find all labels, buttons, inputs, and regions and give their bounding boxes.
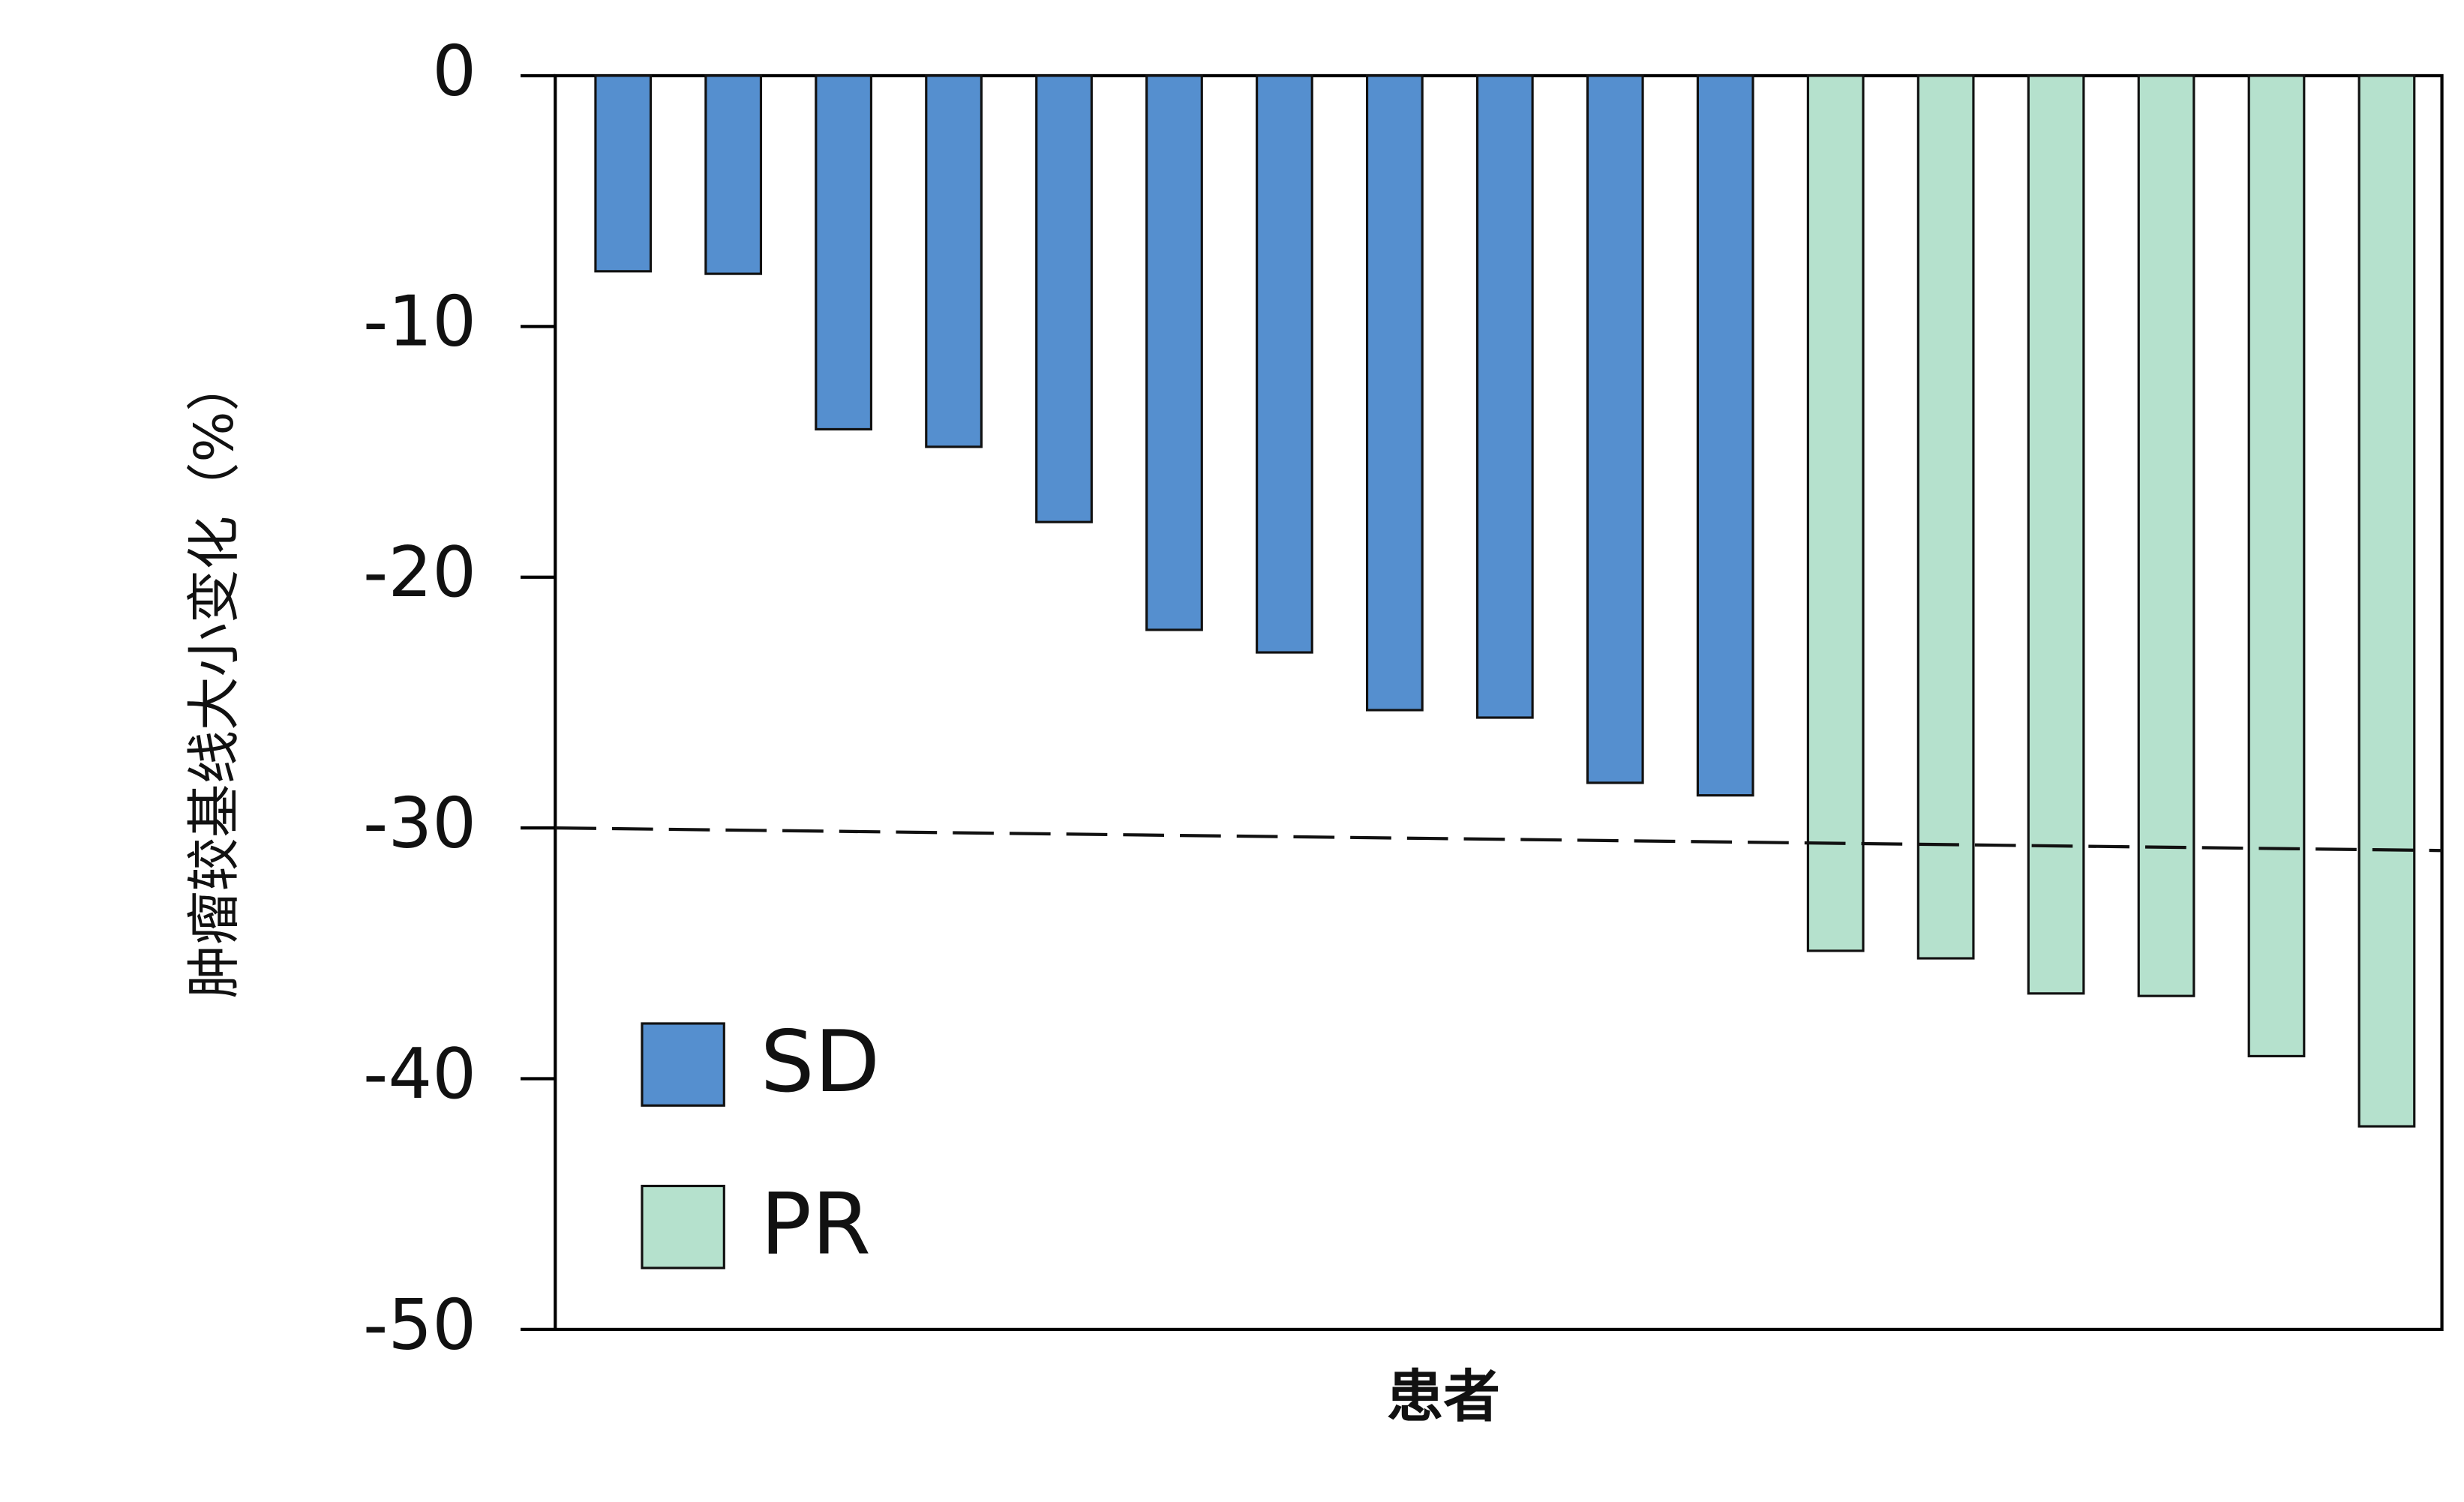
legend-label: SD	[761, 1012, 881, 1111]
reference-line	[555, 826, 2442, 853]
bar	[1035, 74, 1093, 523]
y-tick-label: 0	[432, 30, 476, 111]
y-tick-label: -10	[363, 281, 476, 362]
bar	[1256, 74, 1313, 654]
bar	[1145, 74, 1203, 631]
y-tick-label: -50	[363, 1284, 476, 1365]
x-axis-label: 患者	[1387, 1364, 1500, 1430]
bar	[2137, 74, 2195, 997]
legend-swatch	[641, 1184, 725, 1270]
bar	[815, 74, 872, 431]
y-tick-label: -40	[363, 1033, 476, 1114]
bar	[1916, 74, 1975, 960]
bar	[2247, 74, 2306, 1058]
bar	[594, 74, 653, 273]
bar	[2027, 74, 2085, 995]
bar	[1586, 74, 1644, 784]
bar	[1365, 74, 1424, 712]
bar	[2357, 74, 2416, 1128]
bar	[925, 74, 983, 448]
legend-label: PR	[761, 1175, 871, 1274]
bar	[1475, 74, 1534, 719]
legend-swatch	[641, 1022, 725, 1107]
bar	[1696, 74, 1754, 797]
y-axis-label: 肿瘤较基线大小变化（%）	[183, 358, 245, 998]
y-tick-label: -30	[363, 783, 476, 864]
y-tick-label: -20	[363, 532, 476, 613]
bar	[704, 74, 763, 275]
bar	[1806, 74, 1865, 952]
